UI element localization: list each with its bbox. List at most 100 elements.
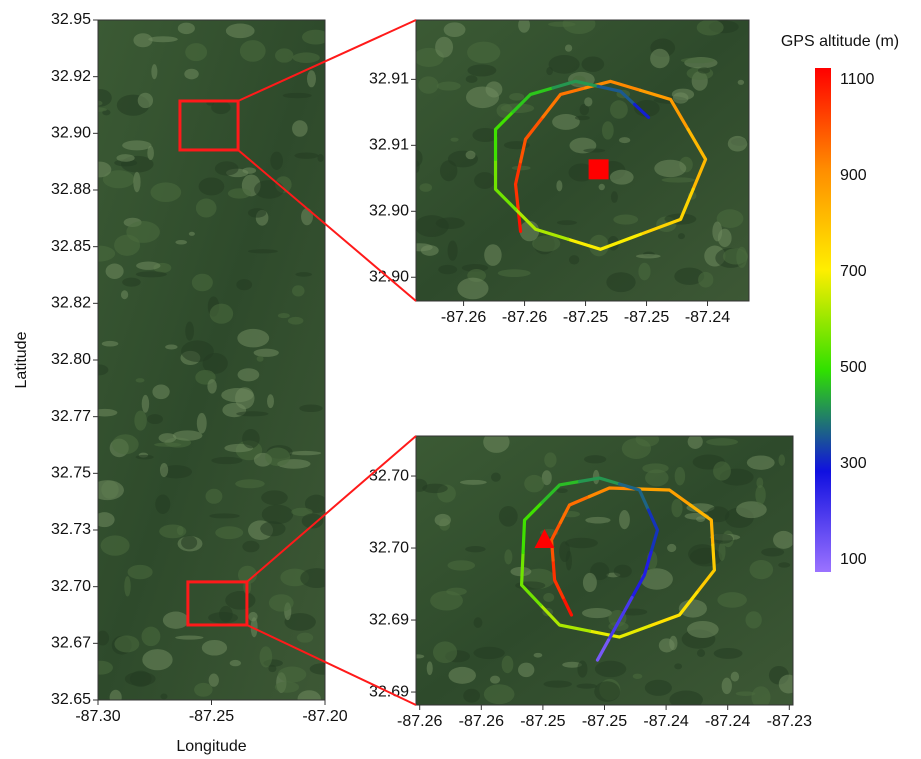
x-tick-label: -87.25	[582, 713, 627, 730]
colorbar-tick-label: 700	[840, 263, 867, 280]
imagery-patch	[435, 217, 465, 229]
imagery-patch	[250, 617, 258, 638]
imagery-patch	[461, 264, 489, 272]
imagery-patch	[447, 240, 458, 261]
imagery-patch	[430, 590, 463, 611]
imagery-patch	[207, 379, 217, 394]
imagery-patch	[100, 535, 130, 556]
imagery-patch	[142, 649, 173, 671]
imagery-patch	[687, 436, 703, 449]
imagery-patch	[556, 220, 577, 226]
imagery-patch	[518, 662, 535, 678]
imagery-patch	[98, 107, 107, 112]
imagery-patch	[227, 188, 252, 199]
imagery-patch	[745, 611, 762, 629]
y-axis-label: Latitude	[13, 331, 30, 388]
imagery-patch	[621, 438, 652, 459]
imagery-patch	[302, 29, 325, 45]
imagery-patch	[773, 530, 793, 549]
imagery-patch	[484, 244, 502, 266]
imagery-patch	[713, 647, 743, 659]
imagery-patch	[289, 450, 322, 456]
imagery-patch	[148, 36, 178, 43]
imagery-patch	[472, 128, 499, 143]
trajectory-point	[637, 487, 692, 507]
trajectory-point	[561, 595, 574, 617]
imagery-patch	[176, 525, 184, 536]
imagery-patch	[556, 488, 568, 494]
imagery-patch	[635, 254, 661, 259]
x-tick-label: -87.25	[520, 713, 565, 730]
imagery-patch	[265, 447, 291, 467]
imagery-patch	[184, 68, 199, 80]
trajectory-point	[686, 127, 708, 191]
imagery-patch	[761, 547, 785, 557]
imagery-patch	[778, 454, 786, 466]
imagery-patch	[533, 652, 543, 658]
imagery-patch	[473, 646, 505, 660]
y-tick-label: 32.95	[51, 11, 91, 28]
y-tick-label: 32.67	[51, 635, 91, 652]
imagery-patch	[133, 171, 141, 193]
imagery-patch	[175, 635, 204, 640]
x-tick-label: -87.24	[643, 713, 688, 730]
imagery-patch	[619, 510, 630, 530]
imagery-patch	[152, 384, 170, 400]
imagery	[416, 436, 793, 705]
imagery-patch	[590, 562, 610, 581]
imagery-patch	[416, 654, 425, 659]
trajectory-point	[551, 558, 565, 600]
colorbar-tick-label: 100	[840, 551, 867, 568]
imagery-patch	[736, 501, 767, 519]
imagery-patch	[261, 504, 294, 525]
imagery-patch	[122, 277, 141, 287]
imagery-patch	[669, 690, 703, 705]
imagery-patch	[208, 673, 219, 687]
imagery-patch	[175, 239, 188, 245]
imagery-patch	[239, 40, 266, 62]
imagery-patch	[581, 56, 605, 72]
imagery-patch	[778, 674, 793, 694]
trajectory-point	[638, 88, 690, 131]
imagery-patch	[214, 161, 239, 176]
imagery-patch	[465, 75, 478, 83]
imagery-patch	[242, 429, 260, 449]
imagery-patch	[581, 607, 613, 619]
x-tick-label: -87.26	[397, 713, 442, 730]
imagery-patch	[727, 135, 748, 152]
imagery-patch	[114, 234, 141, 256]
y-tick-label: 32.80	[51, 351, 91, 368]
x-tick-label: -87.25	[624, 309, 669, 326]
imagery-patch	[147, 414, 163, 425]
imagery-patch	[120, 290, 129, 300]
imagery-patch	[136, 261, 161, 270]
imagery-patch	[613, 564, 632, 578]
imagery-patch	[497, 269, 531, 278]
imagery-patch	[301, 208, 313, 226]
imagery-patch	[584, 455, 607, 464]
imagery-patch	[483, 436, 510, 453]
imagery-patch	[209, 303, 234, 324]
x-tick-label: -87.26	[441, 309, 486, 326]
imagery-patch	[718, 541, 726, 561]
imagery-patch	[268, 594, 294, 612]
imagery-patch	[686, 621, 719, 639]
imagery-patch	[618, 137, 631, 144]
imagery-patch	[133, 33, 153, 48]
imagery-patch	[181, 340, 214, 362]
imagery-patch	[706, 506, 730, 523]
imagery-patch	[275, 48, 294, 63]
zoom-connector	[246, 624, 417, 706]
imagery-patch	[195, 198, 217, 218]
imagery-patch	[713, 461, 731, 481]
imagery-patch	[438, 264, 458, 275]
imagery-patch	[485, 81, 503, 98]
imagery-patch	[463, 688, 480, 703]
zoom-connector	[237, 19, 417, 102]
imagery-patch	[247, 249, 278, 254]
zoom-connector	[237, 149, 417, 302]
x-tick-label: -87.30	[75, 708, 120, 725]
imagery-patch	[778, 562, 791, 568]
imagery-patch	[294, 152, 319, 159]
imagery-patch	[680, 57, 714, 64]
